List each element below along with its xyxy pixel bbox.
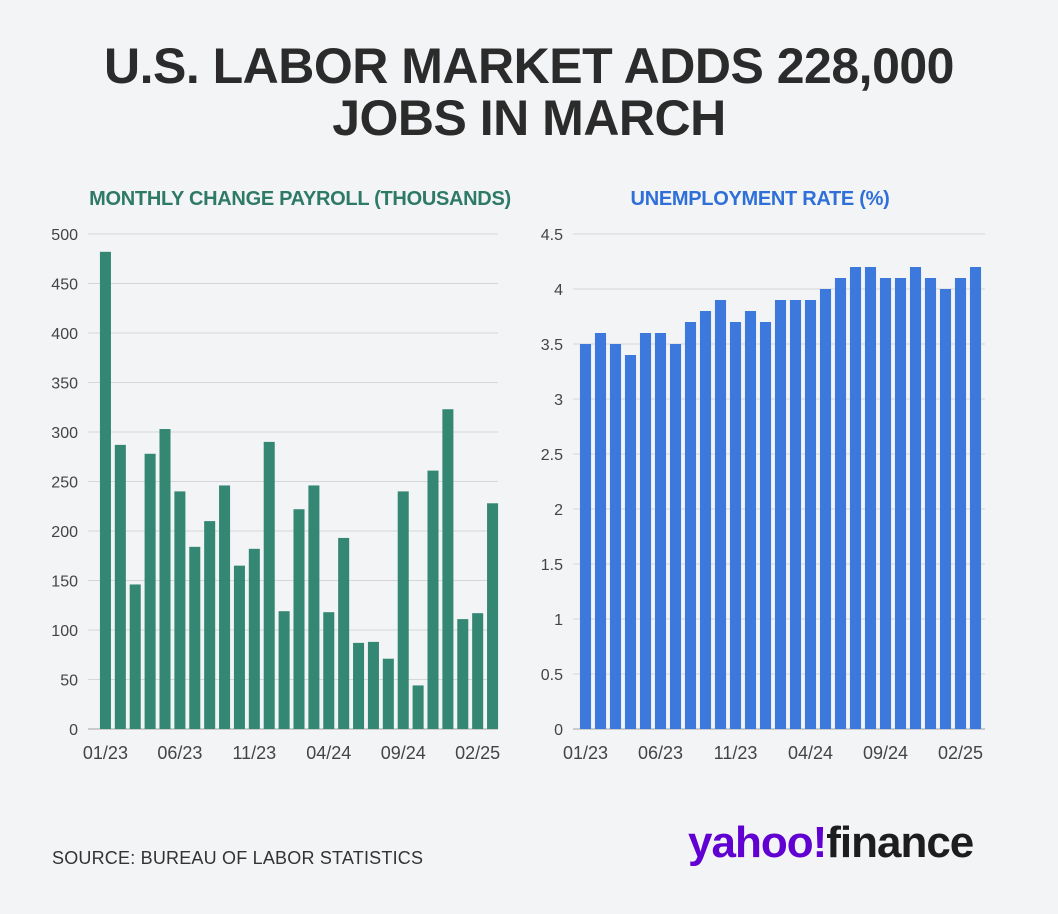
rate-bar: [594, 333, 607, 729]
rate-bar: [579, 344, 592, 729]
payroll-y-tick-label: 0: [69, 722, 78, 739]
rate-y-tick-label: 2: [554, 502, 563, 519]
headline-line-1: U.S. LABOR MARKET ADDS 228,000: [104, 38, 955, 94]
rate-y-tick-label: 3.5: [541, 337, 563, 354]
rate-bar: [759, 322, 772, 729]
rate-bar: [639, 333, 652, 729]
rate-bar: [774, 300, 787, 729]
rate-y-tick-label: 0: [554, 722, 563, 739]
payroll-bar: [99, 251, 111, 729]
rate-y-tick-label: 1: [554, 612, 563, 629]
payroll-bar: [457, 619, 469, 729]
payroll-bar: [353, 642, 365, 729]
rate-y-tick-label: 0.5: [541, 667, 563, 684]
payroll-bar: [293, 509, 305, 729]
rate-bar: [939, 289, 952, 729]
payroll-y-tick-label: 150: [51, 574, 78, 591]
payroll-bar: [174, 491, 186, 729]
payroll-bar: [159, 429, 171, 729]
rate-bar: [789, 300, 802, 729]
payroll-bar: [367, 641, 379, 729]
rate-bar: [669, 344, 682, 729]
rate-bar: [729, 322, 742, 729]
payroll-chart-title: MONTHLY CHANGE PAYROLL (THOUSANDS): [89, 188, 511, 210]
payroll-bar: [487, 503, 499, 729]
payroll-x-tick-label: 01/23: [83, 743, 128, 763]
rate-bar: [969, 267, 982, 729]
rate-bar: [684, 322, 697, 729]
logo-yahoo: yahoo!: [688, 818, 827, 867]
rate-bar: [609, 344, 622, 729]
payroll-y-tick-label: 300: [51, 425, 78, 442]
payroll-bar: [263, 441, 275, 729]
rate-x-tick-label: 09/24: [863, 743, 908, 763]
payroll-bar: [233, 565, 245, 729]
payroll-y-tick-label: 200: [51, 524, 78, 541]
payroll-bar: [114, 444, 126, 729]
payroll-x-tick-label: 06/23: [157, 743, 202, 763]
unemployment-chart-title: UNEMPLOYMENT RATE (%): [630, 188, 890, 210]
payroll-bar: [412, 685, 424, 729]
payroll-bar: [144, 453, 156, 729]
payroll-bar: [397, 491, 409, 729]
rate-bar: [819, 289, 832, 729]
payroll-bar: [382, 658, 394, 729]
rate-bar: [849, 267, 862, 729]
rate-bar: [744, 311, 757, 729]
payroll-bar: [189, 546, 201, 729]
rate-x-tick-label: 02/25: [938, 743, 983, 763]
rate-bar: [834, 278, 847, 729]
payroll-y-tick-label: 250: [51, 475, 78, 492]
logo-finance: finance: [826, 818, 974, 867]
payroll-x-tick-label: 04/24: [306, 743, 351, 763]
rate-x-tick-label: 11/23: [714, 743, 758, 763]
rate-bar: [924, 278, 937, 729]
payroll-y-tick-label: 400: [51, 326, 78, 343]
payroll-bar: [308, 485, 320, 729]
yahoo-finance-logo: yahoo!finance: [688, 818, 974, 868]
payroll-bar: [278, 611, 290, 729]
payroll-y-tick-label: 500: [51, 227, 78, 244]
rate-x-tick-label: 01/23: [563, 743, 608, 763]
rate-y-tick-label: 1.5: [541, 557, 563, 574]
rate-bar: [954, 278, 967, 729]
rate-bar: [909, 267, 922, 729]
payroll-bar: [248, 548, 260, 729]
rate-bar: [879, 278, 892, 729]
payroll-y-tick-label: 450: [51, 277, 78, 294]
payroll-bar: [219, 485, 231, 729]
payroll-x-tick-label: 11/23: [232, 743, 276, 763]
payroll-y-tick-label: 100: [51, 623, 78, 640]
rate-x-tick-label: 06/23: [638, 743, 683, 763]
payroll-y-tick-label: 350: [51, 376, 78, 393]
source-note: SOURCE: BUREAU OF LABOR STATISTICS: [52, 848, 424, 868]
rate-bar: [624, 355, 637, 729]
rate-y-tick-label: 3: [554, 392, 563, 409]
payroll-bar: [442, 409, 454, 729]
rate-bar: [864, 267, 877, 729]
payroll-bar: [338, 537, 350, 729]
rate-bar: [654, 333, 667, 729]
rate-bar: [894, 278, 907, 729]
headline-line-2: JOBS IN MARCH: [332, 90, 726, 146]
payroll-bar: [472, 613, 484, 729]
payroll-bar: [323, 612, 335, 729]
payroll-bar: [427, 470, 439, 729]
payroll-y-tick-label: 50: [60, 673, 78, 690]
rate-bar: [699, 311, 712, 729]
rate-bar: [714, 300, 727, 729]
rate-bar: [804, 300, 817, 729]
rate-y-tick-label: 2.5: [541, 447, 563, 464]
rate-y-tick-label: 4.5: [541, 227, 563, 244]
headline: U.S. LABOR MARKET ADDS 228,000 JOBS IN M…: [0, 40, 1058, 144]
payroll-x-tick-label: 02/25: [455, 743, 500, 763]
payroll-bar: [204, 521, 216, 729]
payroll-x-tick-label: 09/24: [381, 743, 426, 763]
payroll-bar: [129, 584, 141, 729]
rate-y-tick-label: 4: [554, 282, 563, 299]
rate-x-tick-label: 04/24: [788, 743, 833, 763]
